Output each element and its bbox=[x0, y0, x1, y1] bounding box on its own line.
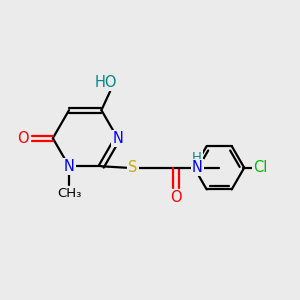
Text: N: N bbox=[64, 159, 74, 174]
Text: H: H bbox=[192, 151, 202, 164]
Text: HO: HO bbox=[94, 75, 117, 90]
Text: N: N bbox=[112, 131, 123, 146]
Text: O: O bbox=[170, 190, 182, 205]
Text: Cl: Cl bbox=[253, 160, 268, 175]
Text: N: N bbox=[192, 160, 203, 175]
Text: CH₃: CH₃ bbox=[57, 187, 81, 200]
Text: S: S bbox=[128, 160, 138, 175]
Text: O: O bbox=[18, 131, 29, 146]
